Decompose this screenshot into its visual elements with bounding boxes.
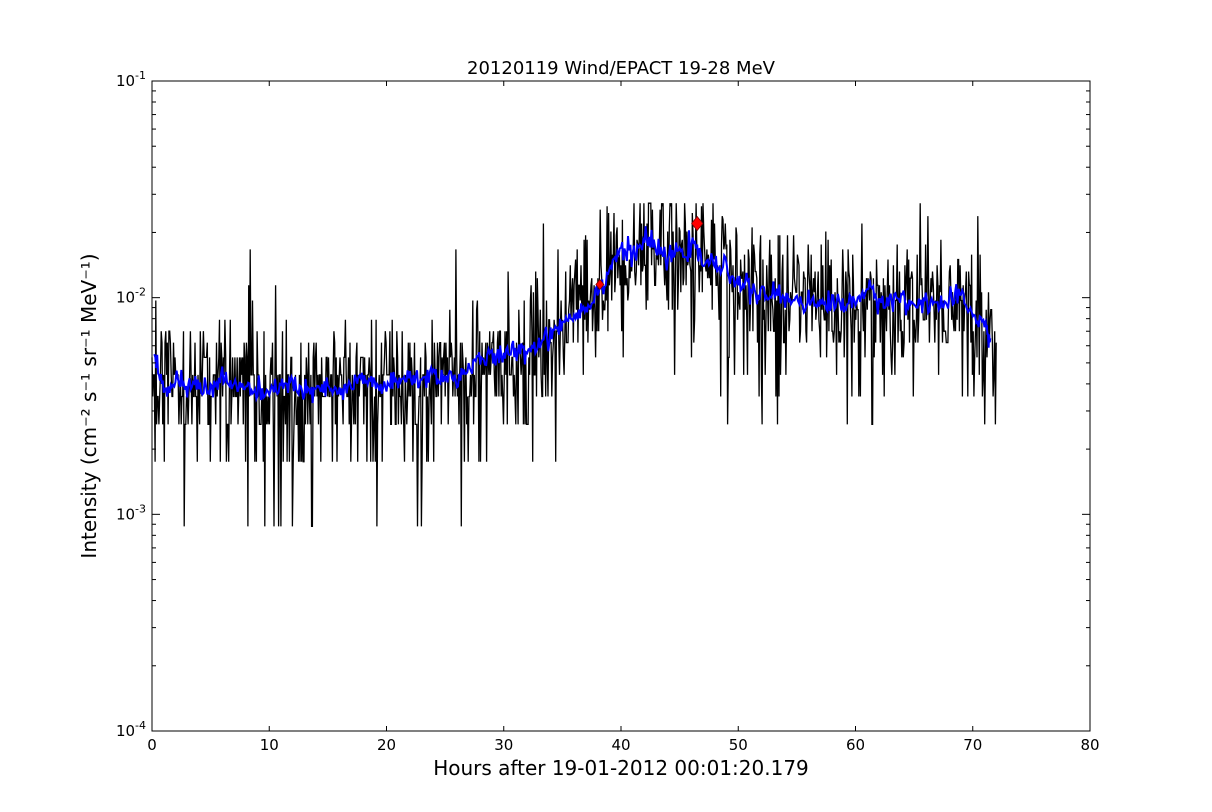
- markers-layer: [595, 215, 704, 291]
- x-tick-label: 70: [963, 736, 982, 754]
- x-tick-label: 20: [377, 736, 396, 754]
- y-tick-label: 10-3: [116, 502, 146, 523]
- raw-series-line: [151, 202, 997, 528]
- x-tick-label: 0: [147, 736, 157, 754]
- x-tick-label: 30: [494, 736, 513, 754]
- y-axis-ticks: 10-4 10-3 10-2 10-1: [116, 69, 1090, 740]
- raw-intensity-series: [151, 202, 997, 528]
- plot-background: [152, 81, 1090, 731]
- x-tick-label: 60: [846, 736, 865, 754]
- y-tick-label: 10-4: [116, 719, 146, 740]
- x-tick-label: 80: [1080, 736, 1099, 754]
- y-tick-label: 10-1: [116, 69, 146, 90]
- plot-area: [151, 80, 1091, 732]
- x-tick-label: 40: [611, 736, 630, 754]
- x-tick-label: 10: [260, 736, 279, 754]
- smoothed-series-line: [153, 226, 992, 404]
- y-tick-label: 10-2: [116, 286, 146, 307]
- peak-marker: [595, 278, 605, 291]
- chart-title: 20120119 Wind/EPACT 19-28 MeV: [467, 58, 776, 79]
- y-axis-label: Intensity (cm⁻² s⁻¹ sr⁻¹ MeV⁻¹): [77, 253, 101, 558]
- peak-marker: [691, 215, 704, 232]
- x-tick-label: 50: [729, 736, 748, 754]
- x-axis-ticks: 0 10 20 30 40 50 60 70 80: [147, 81, 1100, 754]
- smoothed-intensity-series: [153, 226, 992, 404]
- x-axis-label: Hours after 19-01-2012 00:01:20.179: [433, 756, 809, 780]
